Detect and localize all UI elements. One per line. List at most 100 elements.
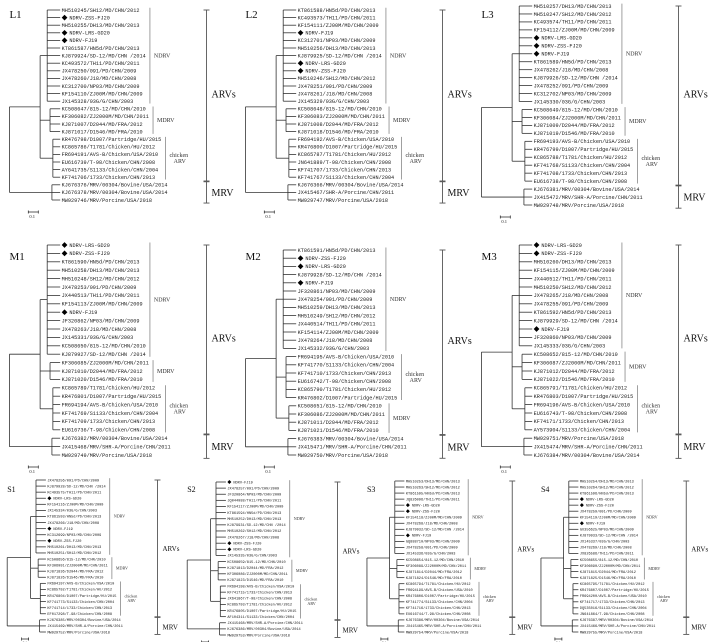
leaf-label: JX478257/091/PD/CHN/2009 <box>227 486 279 491</box>
group-label: chicken <box>125 594 138 599</box>
leaf-label: MH510248/SH12/MD/CHN/2012 <box>62 276 140 282</box>
leaf-label: KF741709/1733/Chicken/CHN/2013 <box>62 419 155 425</box>
leaf-label: AF104311/S1133/Chicken/CHN/2004 <box>227 615 294 620</box>
group-label: ARV <box>646 410 659 416</box>
group-label: NDRV <box>390 297 407 303</box>
leaf-label: NDRV-FJ19 <box>412 535 431 539</box>
leaf-label: MH510264/SH12/MD/CHN/2012 <box>580 485 634 490</box>
leaf-label: KF741714/1733/Chicken/CHN/2013 <box>47 606 112 611</box>
leaf-label: KF154114/ZJ00M/MD/CHN/2009 <box>298 330 379 336</box>
leaf-label: KF741717/1733/Chicken/CHN/2013 <box>580 600 645 605</box>
leaf-label: KJ879924/SD-12/MD/CHN /2014 <box>62 53 146 59</box>
leaf-label: JQ826096/TH11/PD/CHN/2011 <box>406 497 460 502</box>
leaf-label: KJ871007/D2044/MD/FRA/2012 <box>62 122 143 128</box>
diamond-marker-icon <box>297 67 304 74</box>
leaf-label: KC865786/T1781/Chicken/HU/2012 <box>62 145 155 151</box>
arvs-label: ARVs <box>448 336 472 347</box>
leaf-label: MH510261/DH13/MD/CHN/2013 <box>47 545 101 550</box>
group-label: MDRV <box>157 369 175 375</box>
diamond-marker-icon <box>579 521 584 526</box>
leaf-label: JX145329/03G/G/CHN/2003 <box>298 99 370 105</box>
panel-label: S4 <box>541 485 549 494</box>
leaf-label: KC865787/T1781/Chicken/HU/2012 <box>298 152 391 158</box>
leaf-label: KF306085/ZJ2000M/MD/CHN/2011 <box>62 360 149 366</box>
group-label: ARV <box>174 159 187 165</box>
leaf-label: JX440514/TH11/PD/CHN/2011 <box>298 322 376 328</box>
leaf-label: KF154115/ZJ00M/MD/CHN/2009 <box>534 268 615 274</box>
arvs-label: ARVs <box>343 547 360 555</box>
mrv-label: MRV <box>163 623 178 631</box>
leaf-label: EU616742/T-98/Chicken/CHN/2008 <box>298 379 391 385</box>
leaf-label: KF306084/ZJ2000M/MD/CHN/2011 <box>534 115 621 121</box>
leaf-label: KF154118/ZJ00M/MD/CHN/2009 <box>406 516 462 521</box>
group-label: ARV <box>660 598 668 603</box>
leaf-label: MH510262/SH12/MD/CHN/2012 <box>227 529 281 534</box>
leaf-label: MH510255/DH13/MD/CHN/2013 <box>62 23 140 29</box>
leaf-label: JX478254/091/PD/CHN/2009 <box>298 297 373 303</box>
group-label: NDRV <box>626 293 643 299</box>
leaf-label: FR694192/AVS-B/Chicken/USA/2010 <box>298 137 395 143</box>
leaf-label: KJ676382/MRV/00304/Bovine/USA/2014 <box>62 436 168 442</box>
leaf-label: NDRV-LRS-GD20 <box>412 504 440 508</box>
panel-label: L3 <box>481 9 494 21</box>
panel-label: M3 <box>481 251 497 263</box>
scale-bar-label: 0.1 <box>265 214 271 219</box>
group-label: MDRV <box>629 119 647 125</box>
scale-bar-label: 0.1 <box>23 641 28 642</box>
leaf-label: JX145333/03G/G/CHN/2003 <box>534 344 606 350</box>
leaf-label: KC312699/NP03/MD/CHN/2009 <box>47 533 101 538</box>
leaf-label: JX415472/MRV/SHR-A/Porcine/CHN/2011 <box>534 195 643 201</box>
diamond-marker-icon <box>227 541 232 546</box>
diamond-marker-icon <box>47 526 52 531</box>
leaf-label: JX478266/J18/MD/CHN/2008 <box>47 521 99 526</box>
diamond-marker-icon <box>297 279 304 286</box>
leaf-label: KJ879932/SD-12/MD/CHN /2014 <box>406 528 464 533</box>
leaf-label: KJ879928/SD-12/MD/CHN /2014 <box>47 484 105 489</box>
leaf-label: EU616743/T-98/Chicken/CHN/2008 <box>534 411 627 417</box>
leaf-label: KJ871824/D1546/MD/FRA/2010 <box>406 576 462 581</box>
leaf-label: NDRV-LRS-GD20 <box>305 264 345 270</box>
leaf-label: KC508650/815-12/MD/CHN/2010 <box>62 344 146 350</box>
group-label: NDRV <box>472 515 483 520</box>
leaf-label: KJ871022/D1546/MD/FRA/2010 <box>534 377 615 383</box>
leaf-label: NDRV-ZSS-FJ20 <box>233 542 261 546</box>
leaf-label: JX145330/03G/G/CHN/2003 <box>534 99 606 105</box>
diamond-marker-icon <box>297 60 304 67</box>
group-label: chicken <box>642 404 661 410</box>
diamond-marker-icon <box>61 250 68 257</box>
leaf-label: NDRV-FJ19 <box>541 327 569 333</box>
leaf-label: JX415474/MRV/SHR-A/Porcine/CHN/2011 <box>534 444 643 450</box>
leaf-label: NDRV-ZSS-FJ20 <box>541 251 581 257</box>
leaf-label: MW929751/MRV/Porcine/USA/2018 <box>534 436 624 442</box>
leaf-label: MW929753/MRV/Porcine/USA/2018 <box>227 633 290 638</box>
leaf-label: JQ044088/TH11/PD/CHN/2011 <box>227 499 281 504</box>
leaf-label: MH510258/DH13/MD/CHN/2013 <box>62 268 140 274</box>
leaf-label: JN641864/T-98/Chicken/CHN/2008 <box>580 612 645 617</box>
leaf-label: KR476801/D1007/Partridge/HU/2015 <box>62 394 162 400</box>
scale-bar-label: 0.1 <box>29 214 35 219</box>
leaf-label: KT861587/HN5d/PD/CHN/2013 <box>62 46 140 52</box>
leaf-label: EU616736/T-98/Chicken/CHN/2008 <box>62 428 155 434</box>
group-label: ARV <box>174 410 187 416</box>
leaf-label: FR694198/AVS-B/Chicken/USA/2010 <box>227 584 294 589</box>
leaf-label: KJ879926/SD-12/MD/CHN /2014 <box>534 75 618 81</box>
leaf-label: KR476806/D1007/Partridge/HU/2015 <box>406 594 475 599</box>
group-label: ARV <box>410 159 423 165</box>
leaf-label: MW929749/MRV/Porcine/USA/2018 <box>62 453 152 459</box>
leaf-label: GU356625/NP03/MD/CHN/2009 <box>580 528 634 533</box>
leaf-label: KF154111/ZJ00M/MD/CHN/2009 <box>298 23 379 29</box>
mrv-label: MRV <box>212 442 235 453</box>
tree-panel-m2: M2 KT861591/HN5d/PD/CHN/2013 NDRV-ZSS-FJ20… <box>245 247 472 474</box>
tree-panel-s3: S3 MH510253/DH13/MD/CHN/2013MH510263/SH12… <box>366 479 534 642</box>
leaf-label: KF741769/S1133/Chicken/CHN/2004 <box>62 411 159 417</box>
leaf-label: KC493575/TH11/PD/CHN/2011 <box>47 490 101 495</box>
leaf-label: KF741715/1733/Chicken/CHN/2013 <box>227 590 292 595</box>
leaf-label: JX478260/J18/MD/CHN/2008 <box>62 76 137 82</box>
leaf-label: MW929752/MRV/Porcine/USA/2018 <box>47 630 110 635</box>
leaf-label: KC865793/T1781/Chicken/HU/2012 <box>227 603 292 608</box>
leaf-label: KJ879927/SD-12/MD/CHN /2014 <box>62 352 146 358</box>
leaf-label: MH510247/SH12/MD/CHN/2012 <box>534 12 612 18</box>
leaf-label: FR694197/AVS-B/Chicken/USA/2010 <box>47 582 114 587</box>
group-label: NDRV <box>154 53 171 59</box>
